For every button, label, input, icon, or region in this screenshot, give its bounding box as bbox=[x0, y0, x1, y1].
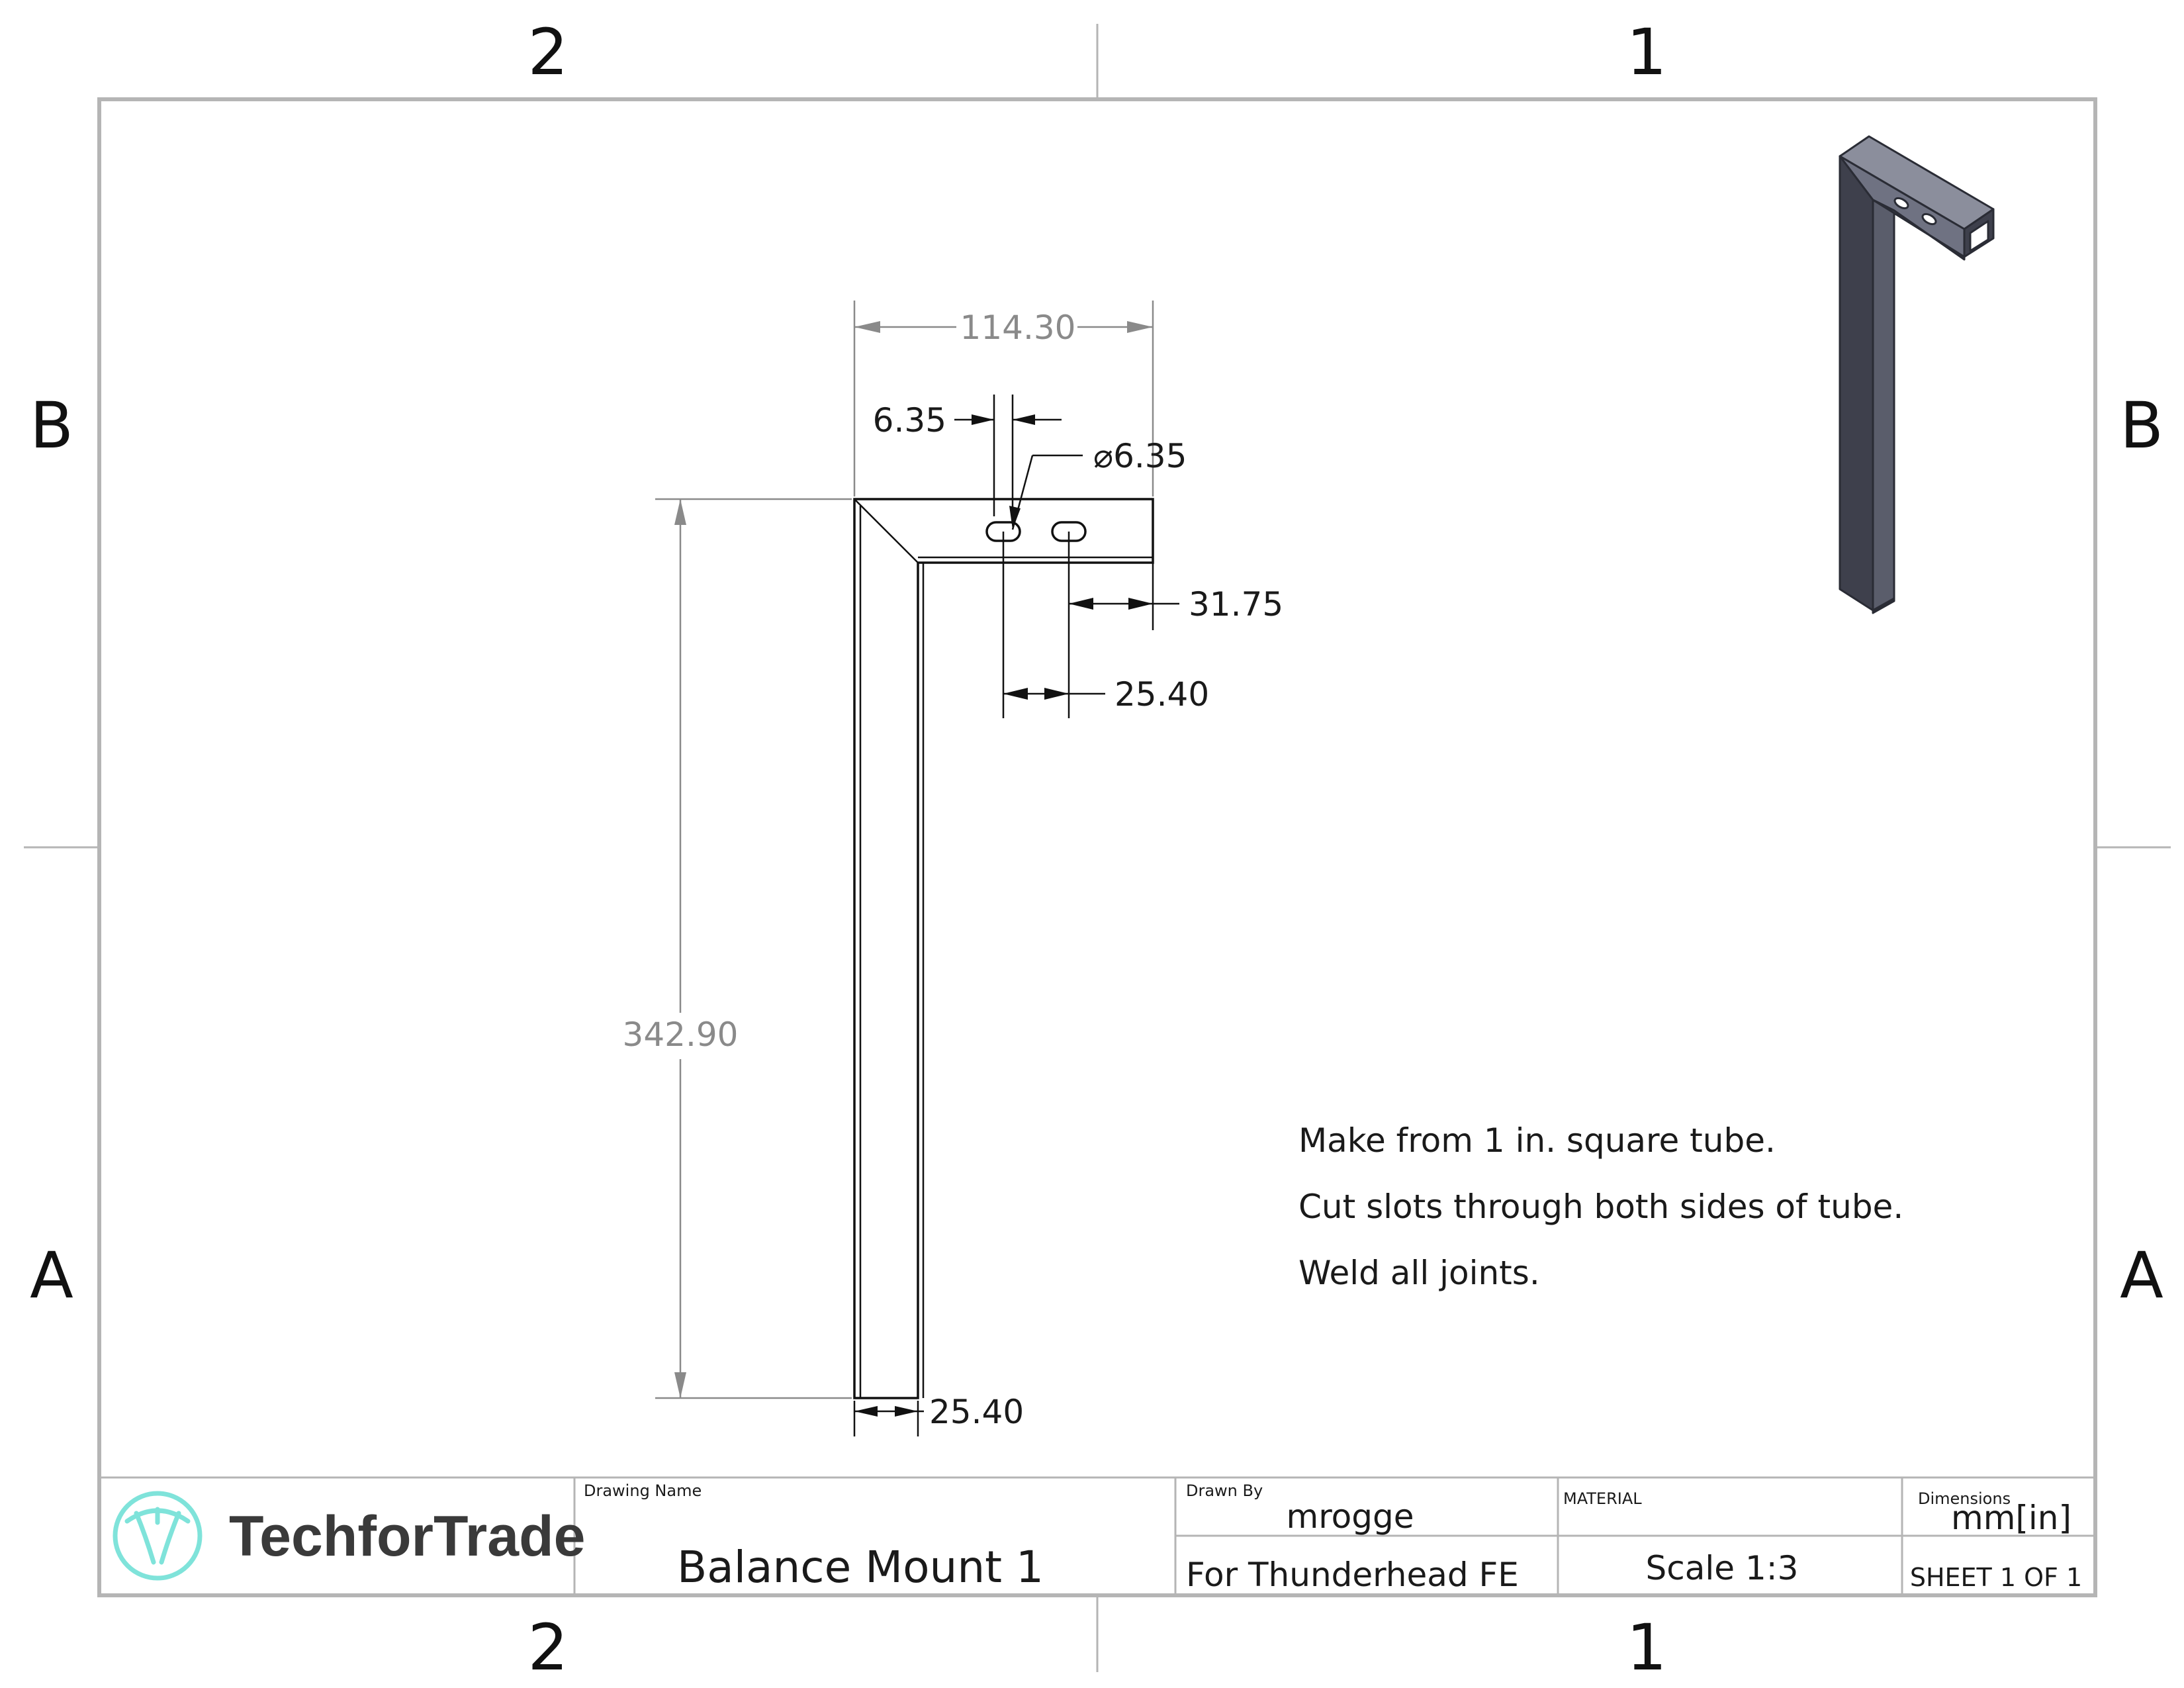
dim-slot-spacing-label: 25.40 bbox=[1115, 675, 1209, 714]
zone-row-a-left: A bbox=[30, 1239, 73, 1313]
isometric-view bbox=[1839, 135, 1995, 614]
iso-slot-2 bbox=[1921, 212, 1937, 226]
zone-row-b-right: B bbox=[2120, 389, 2163, 463]
title-block bbox=[99, 1476, 2095, 1595]
dimensions-label: Dimensions bbox=[1918, 1489, 2011, 1508]
drawn-by-label: Drawn By bbox=[1186, 1481, 1263, 1500]
dim-slot-width-label: 6.35 bbox=[873, 401, 946, 440]
note-3: Weld all joints. bbox=[1298, 1254, 1540, 1292]
dim-slot-spacing bbox=[1002, 532, 1105, 718]
dim-tube-width bbox=[853, 1401, 924, 1436]
material-label: MATERIAL bbox=[1563, 1489, 1642, 1508]
note-2: Cut slots through both sides of tube. bbox=[1298, 1188, 1903, 1226]
zone-row-a-right: A bbox=[2120, 1239, 2163, 1313]
logo-mark-icon bbox=[113, 1491, 203, 1581]
techfortrade-logo: TechforTrade bbox=[113, 1491, 585, 1581]
dim-tube-width-label: 25.40 bbox=[929, 1393, 1024, 1431]
zone-row-b-left: B bbox=[30, 389, 73, 463]
dim-slot-width bbox=[954, 395, 1062, 516]
drawing-name-label: Drawing Name bbox=[584, 1481, 702, 1500]
drawn-by-value: mrogge bbox=[1287, 1497, 1414, 1536]
project-name: For Thunderhead FE bbox=[1186, 1556, 1519, 1594]
dim-slot-diameter-leader bbox=[1009, 454, 1083, 530]
scale-value: Scale 1:3 bbox=[1646, 1549, 1799, 1587]
drawing-border bbox=[97, 97, 2097, 1597]
bracket-front-view bbox=[853, 498, 1154, 1399]
dim-slot-diameter-label: ⌀6.35 bbox=[1093, 437, 1187, 475]
dim-overall-height-label: 342.90 bbox=[623, 1015, 739, 1054]
sheet-number: SHEET 1 OF 1 bbox=[1910, 1563, 2082, 1592]
dim-edge-offset bbox=[1068, 532, 1179, 630]
iso-slot-1 bbox=[1893, 197, 1909, 210]
dim-overall-height bbox=[655, 498, 852, 1399]
zone-col-2-bottom: 2 bbox=[527, 1611, 568, 1685]
dim-overall-width bbox=[853, 301, 1154, 496]
dim-edge-offset-label: 31.75 bbox=[1189, 585, 1283, 624]
zone-col-1-top: 1 bbox=[1626, 15, 1666, 89]
zone-col-1-bottom: 1 bbox=[1626, 1611, 1666, 1685]
logo-text: TechforTrade bbox=[229, 1505, 585, 1568]
units-value: mm[in] bbox=[1951, 1499, 2071, 1537]
zone-ticks bbox=[24, 24, 2171, 1672]
dim-overall-width-label: 114.30 bbox=[960, 308, 1076, 347]
zone-col-2-top: 2 bbox=[527, 15, 568, 89]
note-1: Make from 1 in. square tube. bbox=[1298, 1121, 1776, 1160]
drawing-name: Balance Mount 1 bbox=[677, 1542, 1044, 1593]
